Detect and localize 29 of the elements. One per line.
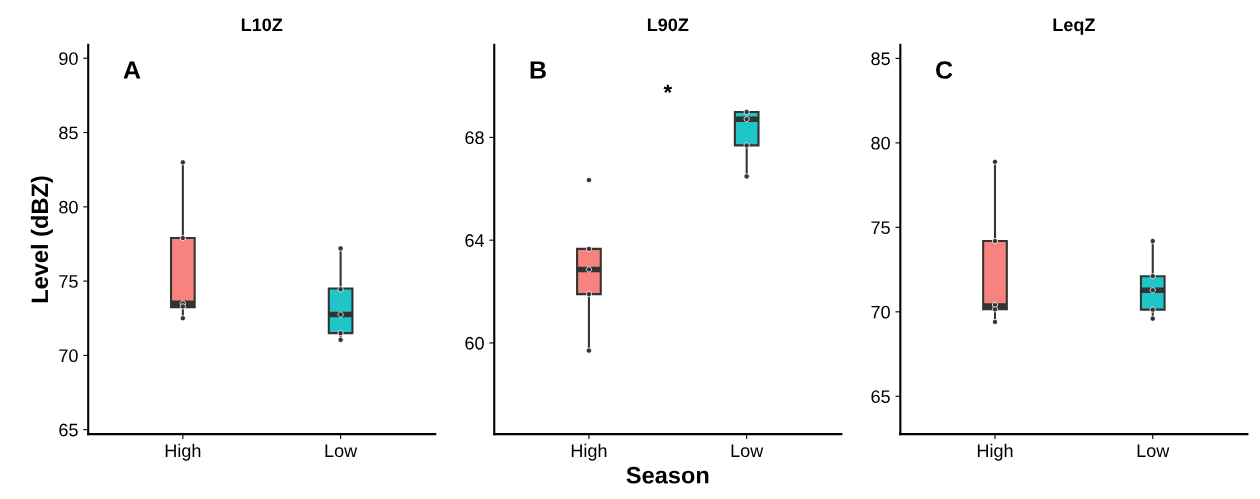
annotation: A xyxy=(123,61,141,79)
x-tick-label: High xyxy=(977,443,1013,461)
y-tick-label: 70 xyxy=(871,305,890,319)
y-tick-label: 85 xyxy=(871,52,890,66)
x-axis-title: Season xyxy=(626,466,709,484)
y-tick-label: 75 xyxy=(871,221,890,235)
chart-title: LeqZ xyxy=(1053,18,1095,35)
y-tick-label: 64 xyxy=(465,234,485,247)
x-tick-label: High xyxy=(571,443,607,461)
x-tick-label: High xyxy=(165,443,201,461)
y-tick-label: 85 xyxy=(59,126,78,140)
x-tick-label: Low xyxy=(731,444,764,458)
y-tick-label: 80 xyxy=(59,200,78,214)
y-tick-label: 80 xyxy=(871,136,890,150)
y-tick-label: 65 xyxy=(59,423,78,437)
y-axis-title: Level (dBZ) xyxy=(30,176,53,303)
annotation: C xyxy=(936,61,953,79)
y-tick-label: 60 xyxy=(465,336,484,350)
y-tick-label: 65 xyxy=(871,390,890,404)
y-tick-label: 70 xyxy=(59,349,78,363)
y-tick-label: 68 xyxy=(465,131,484,145)
chart-title: L10Z xyxy=(241,18,283,32)
annotation: * xyxy=(663,84,673,93)
x-tick-label: Low xyxy=(325,444,358,458)
x-tick-label: Low xyxy=(1137,444,1170,458)
annotation: B xyxy=(530,61,546,79)
y-tick-label: 90 xyxy=(59,52,78,65)
chart-title: L90Z xyxy=(647,18,689,32)
y-tick-label: 75 xyxy=(59,275,78,288)
